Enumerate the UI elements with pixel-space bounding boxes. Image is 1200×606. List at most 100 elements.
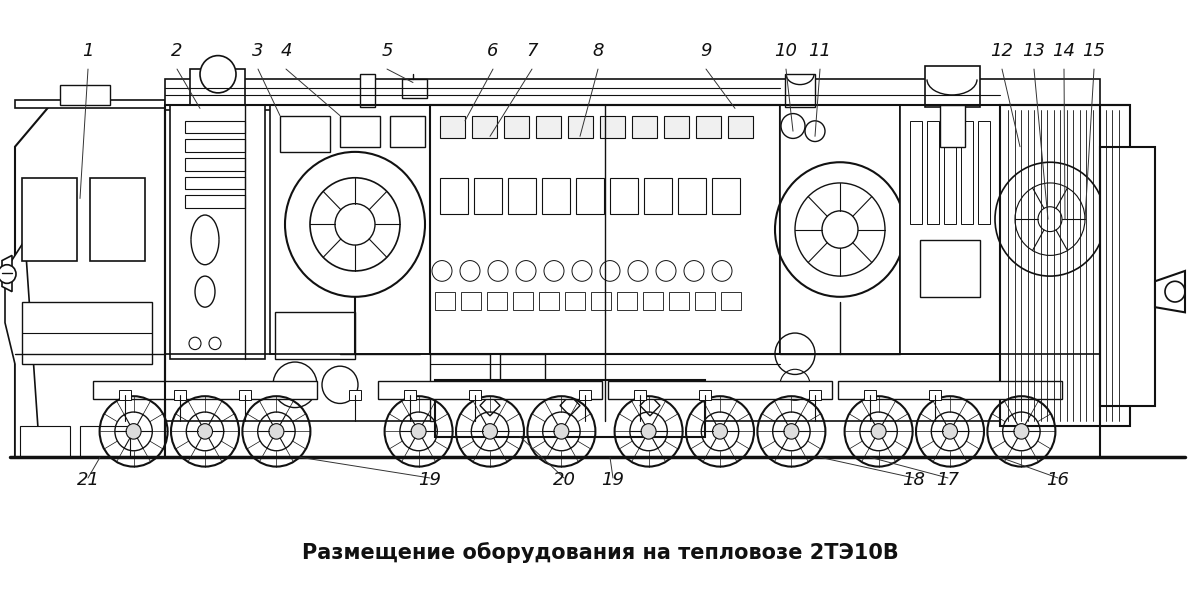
- Bar: [664, 116, 689, 138]
- Bar: [119, 390, 131, 401]
- Bar: [785, 75, 815, 107]
- Text: 14: 14: [1052, 42, 1075, 61]
- Bar: [929, 390, 941, 401]
- Bar: [436, 379, 706, 436]
- Text: 4: 4: [281, 42, 292, 61]
- Polygon shape: [5, 240, 40, 458]
- Bar: [472, 116, 497, 138]
- Bar: [404, 390, 416, 401]
- Bar: [275, 312, 355, 359]
- Bar: [838, 381, 1062, 399]
- Circle shape: [871, 424, 886, 439]
- Bar: [600, 116, 625, 138]
- Bar: [390, 116, 425, 147]
- Bar: [925, 66, 980, 107]
- Text: 21: 21: [77, 471, 100, 489]
- Bar: [14, 100, 166, 108]
- Polygon shape: [480, 395, 500, 416]
- Bar: [809, 390, 821, 401]
- Bar: [643, 291, 662, 310]
- Circle shape: [713, 424, 727, 439]
- Circle shape: [784, 424, 799, 439]
- Text: 13: 13: [1022, 42, 1045, 61]
- Polygon shape: [1154, 271, 1186, 312]
- Bar: [542, 178, 570, 214]
- Bar: [378, 381, 602, 399]
- Bar: [340, 116, 380, 147]
- Bar: [610, 178, 638, 214]
- Bar: [185, 139, 245, 152]
- Bar: [1000, 105, 1130, 426]
- Bar: [430, 105, 780, 354]
- Bar: [696, 116, 721, 138]
- Text: 8: 8: [593, 42, 604, 61]
- Bar: [166, 421, 1100, 458]
- Circle shape: [0, 265, 16, 284]
- Bar: [20, 426, 70, 458]
- Text: 19: 19: [419, 471, 442, 489]
- Bar: [430, 354, 490, 421]
- Bar: [402, 79, 427, 98]
- Bar: [185, 121, 245, 133]
- Bar: [349, 390, 361, 401]
- Text: 9: 9: [701, 42, 712, 61]
- Bar: [185, 195, 245, 208]
- Circle shape: [482, 424, 498, 439]
- Circle shape: [286, 152, 425, 297]
- Bar: [944, 121, 956, 224]
- Bar: [469, 390, 481, 401]
- Bar: [1100, 147, 1154, 405]
- Bar: [634, 390, 646, 401]
- Circle shape: [269, 424, 284, 439]
- Text: 19: 19: [601, 471, 624, 489]
- Bar: [508, 178, 536, 214]
- Bar: [670, 291, 689, 310]
- Bar: [185, 177, 245, 189]
- Circle shape: [942, 424, 958, 439]
- Bar: [920, 240, 980, 297]
- Bar: [504, 116, 529, 138]
- Bar: [539, 291, 559, 310]
- Text: 11: 11: [809, 42, 832, 61]
- Bar: [22, 178, 77, 261]
- Circle shape: [412, 424, 426, 439]
- Circle shape: [641, 424, 656, 439]
- Bar: [608, 381, 832, 399]
- Text: 3: 3: [252, 42, 264, 61]
- Bar: [928, 121, 940, 224]
- Bar: [698, 390, 710, 401]
- Bar: [440, 116, 466, 138]
- Bar: [678, 178, 706, 214]
- Bar: [576, 178, 604, 214]
- Bar: [239, 390, 251, 401]
- Bar: [617, 291, 637, 310]
- Bar: [166, 79, 1100, 110]
- Bar: [170, 105, 265, 359]
- Bar: [60, 85, 110, 105]
- Bar: [185, 158, 245, 170]
- Text: 20: 20: [552, 471, 576, 489]
- Bar: [536, 116, 562, 138]
- Bar: [270, 105, 430, 354]
- Text: 7: 7: [527, 42, 538, 61]
- Bar: [900, 105, 1000, 354]
- Bar: [780, 105, 900, 354]
- Bar: [632, 116, 658, 138]
- Bar: [580, 390, 592, 401]
- Bar: [436, 291, 455, 310]
- Circle shape: [126, 424, 142, 439]
- Circle shape: [200, 56, 236, 93]
- Text: 18: 18: [902, 471, 925, 489]
- Bar: [910, 121, 922, 224]
- Polygon shape: [2, 255, 12, 291]
- Bar: [728, 116, 754, 138]
- Text: 2: 2: [172, 42, 182, 61]
- Polygon shape: [14, 105, 166, 458]
- Bar: [500, 354, 545, 401]
- Bar: [721, 291, 742, 310]
- Bar: [712, 178, 740, 214]
- Text: 1: 1: [83, 42, 94, 61]
- Bar: [461, 291, 481, 310]
- Bar: [174, 390, 186, 401]
- Bar: [568, 116, 593, 138]
